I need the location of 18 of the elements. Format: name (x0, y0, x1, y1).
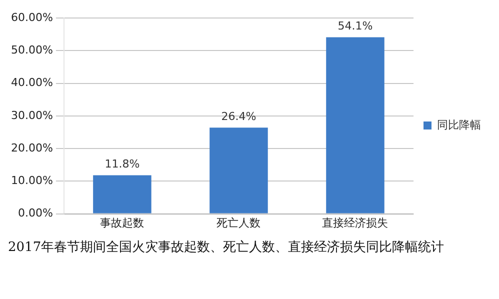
bar (210, 128, 268, 214)
bar (93, 175, 152, 214)
data-label: 26.4% (221, 110, 256, 124)
y-tick-label: 50.00% (10, 43, 53, 56)
text: 2017年春节期间全国火灾事故起数、死亡人数、直接经济损失同比降幅统计 (8, 239, 446, 257)
bar (326, 37, 384, 214)
y-tick-label: 30.00% (10, 108, 53, 122)
legend-label: 同比降幅 (437, 118, 481, 132)
y-tick-label: 10.00% (10, 174, 53, 188)
data-label: 11.8% (104, 158, 140, 171)
y-tick-label: 0.00% (18, 206, 53, 220)
x-tick-label: 直接经济损失 (322, 216, 388, 230)
y-tick-label: 60.00% (10, 10, 53, 24)
y-tick-label: 20.00% (10, 141, 53, 154)
data-label: 54.1% (338, 20, 373, 33)
x-tick-label: 死亡人数 (216, 216, 261, 230)
x-tick-label: 事故起数 (100, 216, 144, 230)
y-tick-label: 40.00% (10, 76, 53, 90)
